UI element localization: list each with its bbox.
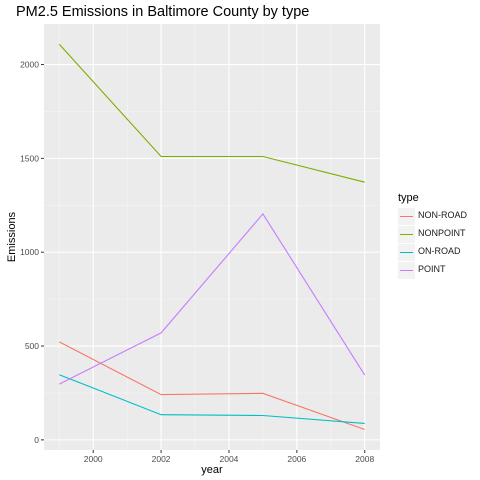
y-tick-label: 500 xyxy=(25,341,39,351)
legend-label: NON-ROAD xyxy=(418,210,467,220)
x-tick-label: 2000 xyxy=(84,454,103,464)
x-tick-label: 2008 xyxy=(355,454,374,464)
x-axis: 2000 2002 2004 2006 2008 xyxy=(84,450,375,464)
legend-key xyxy=(398,262,415,279)
legend-label: ON-ROAD xyxy=(418,246,461,256)
legend-label: NONPOINT xyxy=(418,228,466,238)
y-axis-label: Emissions xyxy=(6,211,18,262)
x-axis-label: year xyxy=(201,464,223,476)
x-tick-label: 2002 xyxy=(152,454,171,464)
legend-key xyxy=(398,226,415,243)
legend-title: type xyxy=(398,192,419,204)
y-tick-label: 0 xyxy=(34,435,39,445)
plot-panel xyxy=(44,24,380,450)
y-tick-label: 2000 xyxy=(20,60,39,70)
legend-key xyxy=(398,208,415,225)
x-tick-label: 2006 xyxy=(287,454,306,464)
legend-swatch xyxy=(400,270,413,271)
legend-swatch xyxy=(400,216,413,217)
legend-swatch xyxy=(400,252,413,253)
y-tick-label: 1000 xyxy=(20,247,39,257)
legend-label: POINT xyxy=(418,264,446,274)
legend-swatch xyxy=(400,234,413,235)
x-tick-label: 2004 xyxy=(220,454,239,464)
chart-title: PM2.5 Emissions in Baltimore County by t… xyxy=(16,4,309,20)
y-axis: 0 500 1000 1500 2000 xyxy=(20,60,44,445)
legend-key xyxy=(398,244,415,261)
y-tick-label: 1500 xyxy=(20,153,39,163)
